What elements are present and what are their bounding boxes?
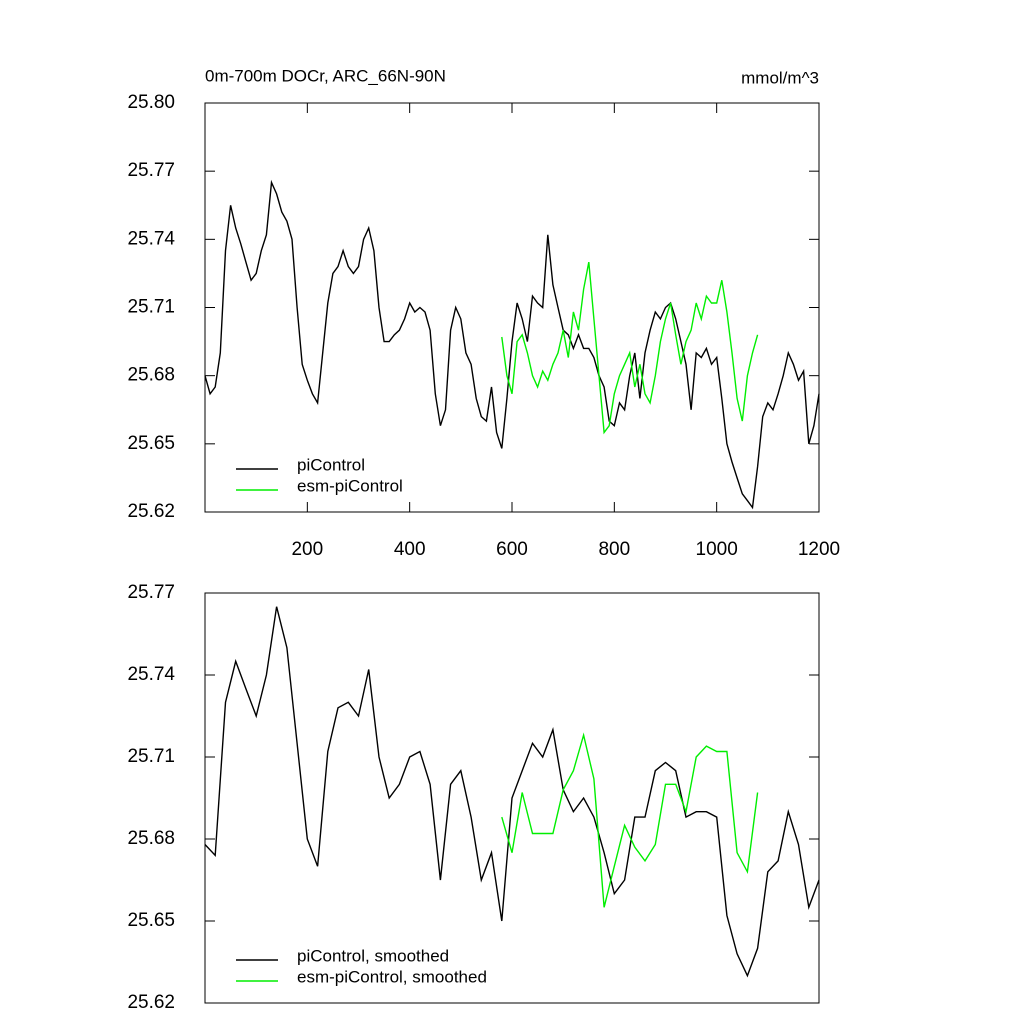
legend-label: piControl, smoothed (297, 946, 449, 965)
plot-frame (204, 592, 820, 1004)
y-tick-label: 25.77 (127, 582, 175, 603)
y-tick-label: 25.71 (127, 297, 175, 318)
line-series (204, 179, 820, 510)
y-tick-label: 25.77 (127, 160, 175, 181)
x-tick-label: 800 (598, 539, 630, 560)
y-tick-label: 25.74 (127, 664, 175, 685)
y-tick-label: 25.68 (127, 828, 175, 849)
legend-label: esm-piControl, smoothed (297, 967, 487, 986)
chart-title: 0m-700m DOCr, ARC_66N-90N (205, 66, 446, 85)
y-tick-label: 25.71 (127, 746, 175, 767)
y-tick-label: 25.65 (127, 433, 175, 454)
x-tick-label: 400 (394, 539, 426, 560)
legend-label: piControl (297, 455, 365, 474)
units-label: mmol/m^3 (741, 68, 819, 87)
y-tick-label: 25.62 (127, 501, 175, 522)
line-series (501, 732, 759, 908)
y-tick-label: 25.62 (127, 992, 175, 1013)
x-tick-label: 1000 (696, 539, 738, 560)
legend-label: esm-piControl (297, 476, 403, 495)
y-tick-label: 25.65 (127, 910, 175, 931)
x-tick-label: 200 (291, 539, 323, 560)
y-tick-label: 25.80 (127, 92, 175, 113)
x-tick-label: 1200 (798, 539, 840, 560)
y-tick-label: 25.68 (127, 365, 175, 386)
x-tick-label: 600 (496, 539, 528, 560)
y-tick-label: 25.74 (127, 228, 175, 249)
line-series (204, 606, 820, 978)
line-series (501, 261, 759, 435)
